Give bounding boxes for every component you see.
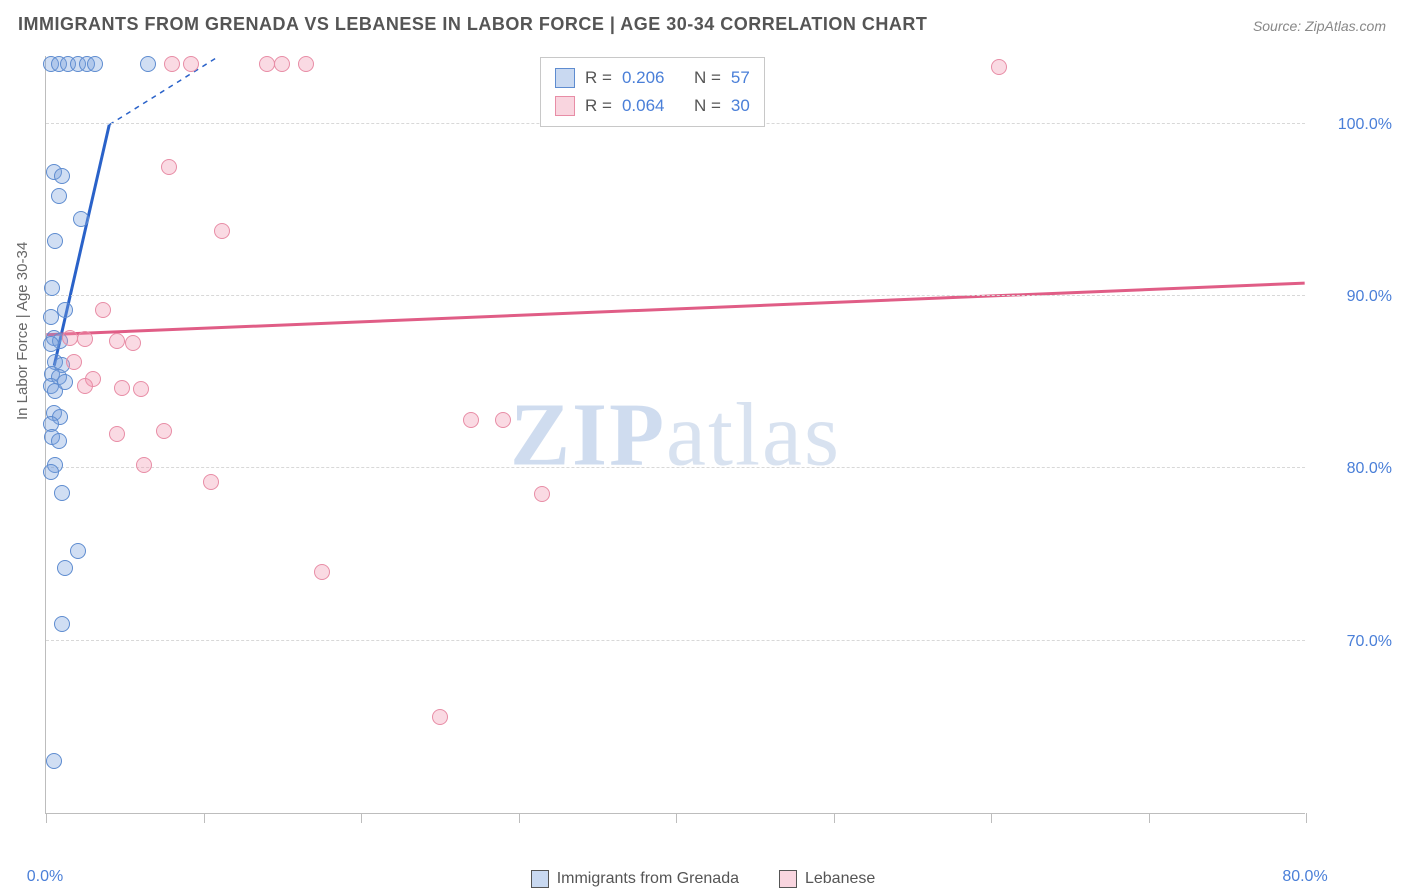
legend-item-grenada: Immigrants from Grenada: [531, 870, 739, 888]
legend-label-grenada: Immigrants from Grenada: [557, 870, 739, 888]
n-label: N =: [694, 64, 721, 92]
data-point: [95, 302, 111, 318]
data-point: [133, 381, 149, 397]
data-point: [54, 616, 70, 632]
watermark-bold: ZIP: [510, 385, 666, 484]
legend-label-lebanese: Lebanese: [805, 870, 875, 888]
swatch-lebanese-icon: [779, 870, 797, 888]
data-point: [57, 302, 73, 318]
data-point: [51, 188, 67, 204]
data-point: [43, 464, 59, 480]
data-point: [136, 457, 152, 473]
stats-legend: R = 0.206 N = 57 R = 0.064 N = 30: [540, 57, 765, 127]
n-value-grenada: 57: [731, 64, 750, 92]
data-point: [183, 56, 199, 72]
data-point: [164, 56, 180, 72]
watermark-light: atlas: [666, 385, 841, 484]
swatch-grenada-icon: [555, 68, 575, 88]
swatch-lebanese-icon: [555, 96, 575, 116]
series-legend: Immigrants from Grenada Lebanese: [0, 870, 1406, 888]
data-point: [43, 336, 59, 352]
data-point: [43, 309, 59, 325]
data-point: [259, 56, 275, 72]
data-point: [77, 331, 93, 347]
data-point: [991, 59, 1007, 75]
data-point: [298, 56, 314, 72]
data-point: [463, 412, 479, 428]
data-point: [274, 56, 290, 72]
data-point: [57, 374, 73, 390]
data-point: [47, 233, 63, 249]
data-point: [44, 280, 60, 296]
data-point: [114, 380, 130, 396]
data-point: [156, 423, 172, 439]
gridline: [46, 295, 1305, 296]
data-point: [46, 753, 62, 769]
data-point: [77, 378, 93, 394]
y-tick-label: 100.0%: [1338, 116, 1392, 134]
x-tick: [361, 813, 362, 823]
data-point: [66, 354, 82, 370]
swatch-grenada-icon: [531, 870, 549, 888]
data-point: [214, 223, 230, 239]
chart-title: IMMIGRANTS FROM GRENADA VS LEBANESE IN L…: [18, 14, 927, 35]
x-tick: [991, 813, 992, 823]
y-axis-label: In Labor Force | Age 30-34: [14, 242, 31, 420]
data-point: [495, 412, 511, 428]
watermark: ZIPatlas: [510, 383, 841, 486]
x-tick: [1306, 813, 1307, 823]
data-point: [203, 474, 219, 490]
data-point: [54, 485, 70, 501]
stats-row-lebanese: R = 0.064 N = 30: [555, 92, 750, 120]
gridline: [46, 640, 1305, 641]
data-point: [125, 335, 141, 351]
data-point: [161, 159, 177, 175]
data-point: [51, 433, 67, 449]
n-value-lebanese: 30: [731, 92, 750, 120]
source-attribution: Source: ZipAtlas.com: [1253, 18, 1386, 34]
r-label: R =: [585, 92, 612, 120]
legend-item-lebanese: Lebanese: [779, 870, 875, 888]
y-tick-label: 80.0%: [1347, 460, 1392, 478]
y-tick-label: 90.0%: [1347, 288, 1392, 306]
x-tick-label: 0.0%: [27, 868, 63, 886]
x-tick: [834, 813, 835, 823]
x-tick: [519, 813, 520, 823]
data-point: [73, 211, 89, 227]
trend-lines: [46, 56, 1305, 813]
data-point: [140, 56, 156, 72]
data-point: [432, 709, 448, 725]
data-point: [314, 564, 330, 580]
r-value-lebanese: 0.064: [622, 92, 665, 120]
data-point: [109, 333, 125, 349]
data-point: [54, 168, 70, 184]
gridline: [46, 467, 1305, 468]
data-point: [109, 426, 125, 442]
n-label: N =: [694, 92, 721, 120]
r-label: R =: [585, 64, 612, 92]
stats-row-grenada: R = 0.206 N = 57: [555, 64, 750, 92]
x-tick: [676, 813, 677, 823]
data-point: [534, 486, 550, 502]
data-point: [57, 560, 73, 576]
plot-area: ZIPatlas: [45, 56, 1305, 814]
x-tick: [46, 813, 47, 823]
data-point: [87, 56, 103, 72]
x-tick: [204, 813, 205, 823]
y-tick-label: 70.0%: [1347, 633, 1392, 651]
x-tick-label: 80.0%: [1282, 868, 1327, 886]
x-tick: [1149, 813, 1150, 823]
r-value-grenada: 0.206: [622, 64, 665, 92]
data-point: [62, 330, 78, 346]
data-point: [70, 543, 86, 559]
